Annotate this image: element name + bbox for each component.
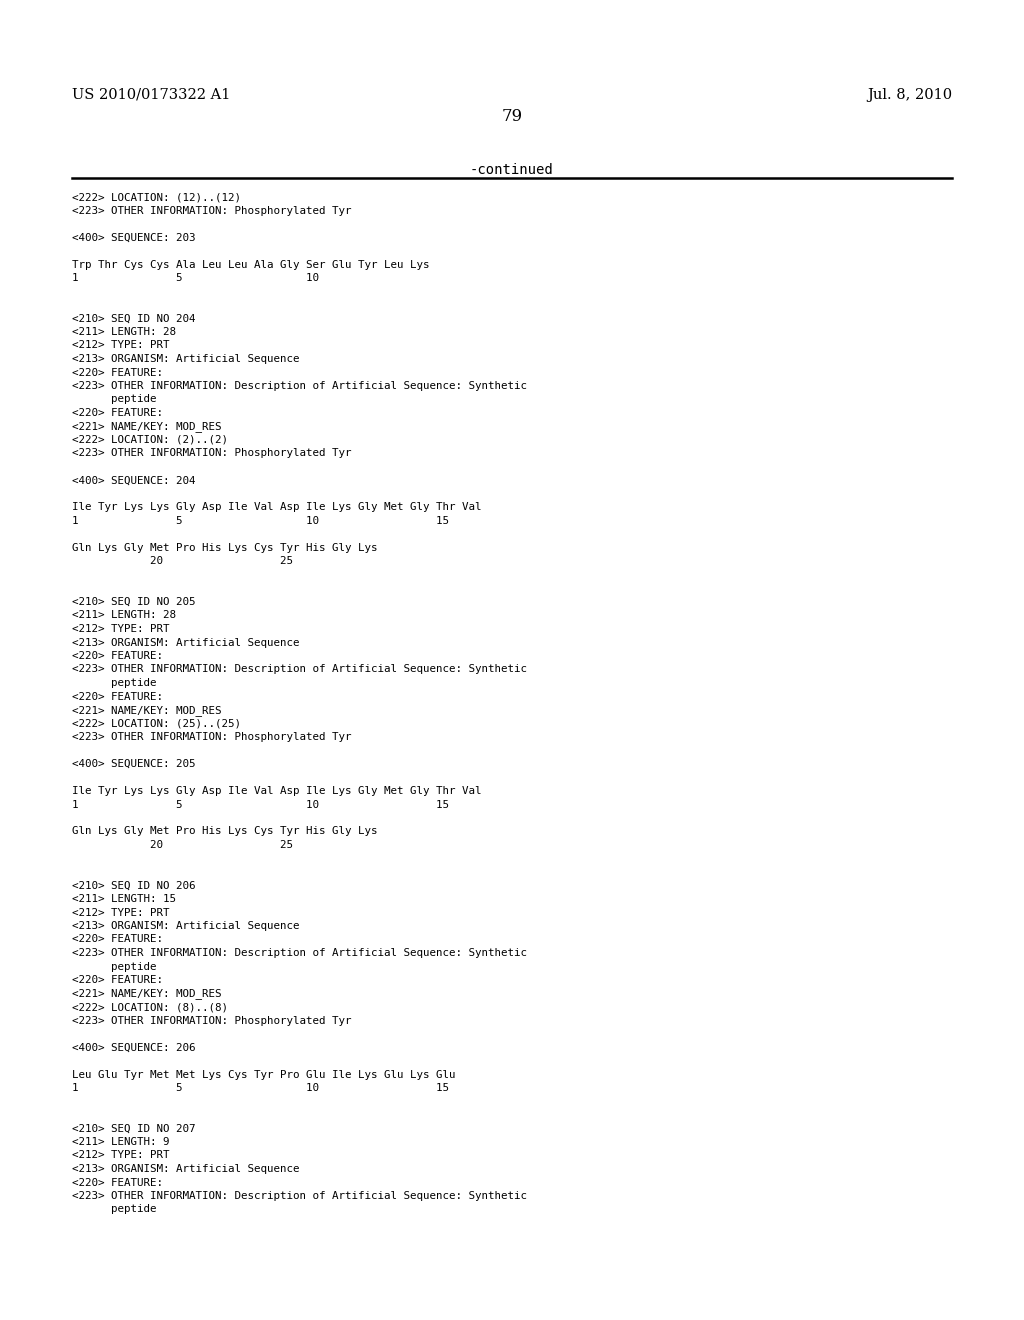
Text: <220> FEATURE:: <220> FEATURE: [72,975,163,985]
Text: <400> SEQUENCE: 203: <400> SEQUENCE: 203 [72,232,196,243]
Text: <400> SEQUENCE: 205: <400> SEQUENCE: 205 [72,759,196,770]
Text: 1               5                   10: 1 5 10 [72,273,319,282]
Text: <222> LOCATION: (8)..(8): <222> LOCATION: (8)..(8) [72,1002,228,1012]
Text: <220> FEATURE:: <220> FEATURE: [72,692,163,701]
Text: <210> SEQ ID NO 207: <210> SEQ ID NO 207 [72,1123,196,1134]
Text: <212> TYPE: PRT: <212> TYPE: PRT [72,624,170,634]
Text: <223> OTHER INFORMATION: Description of Artificial Sequence: Synthetic: <223> OTHER INFORMATION: Description of … [72,381,527,391]
Text: <223> OTHER INFORMATION: Phosphorylated Tyr: <223> OTHER INFORMATION: Phosphorylated … [72,1015,351,1026]
Text: <223> OTHER INFORMATION: Phosphorylated Tyr: <223> OTHER INFORMATION: Phosphorylated … [72,733,351,742]
Text: Ile Tyr Lys Lys Gly Asp Ile Val Asp Ile Lys Gly Met Gly Thr Val: Ile Tyr Lys Lys Gly Asp Ile Val Asp Ile … [72,503,481,512]
Text: Jul. 8, 2010: Jul. 8, 2010 [867,88,952,102]
Text: <210> SEQ ID NO 205: <210> SEQ ID NO 205 [72,597,196,607]
Text: 1               5                   10                  15: 1 5 10 15 [72,800,449,809]
Text: <212> TYPE: PRT: <212> TYPE: PRT [72,908,170,917]
Text: US 2010/0173322 A1: US 2010/0173322 A1 [72,88,230,102]
Text: <220> FEATURE:: <220> FEATURE: [72,408,163,418]
Text: <400> SEQUENCE: 206: <400> SEQUENCE: 206 [72,1043,196,1052]
Text: 20                  25: 20 25 [72,557,293,566]
Text: <222> LOCATION: (2)..(2): <222> LOCATION: (2)..(2) [72,436,228,445]
Text: <223> OTHER INFORMATION: Description of Artificial Sequence: Synthetic: <223> OTHER INFORMATION: Description of … [72,1191,527,1201]
Text: <221> NAME/KEY: MOD_RES: <221> NAME/KEY: MOD_RES [72,989,221,999]
Text: peptide: peptide [72,1204,157,1214]
Text: 1               5                   10                  15: 1 5 10 15 [72,1082,449,1093]
Text: <211> LENGTH: 15: <211> LENGTH: 15 [72,894,176,904]
Text: <220> FEATURE:: <220> FEATURE: [72,1177,163,1188]
Text: <223> OTHER INFORMATION: Phosphorylated Tyr: <223> OTHER INFORMATION: Phosphorylated … [72,206,351,215]
Text: <211> LENGTH: 9: <211> LENGTH: 9 [72,1137,170,1147]
Text: <211> LENGTH: 28: <211> LENGTH: 28 [72,327,176,337]
Text: <221> NAME/KEY: MOD_RES: <221> NAME/KEY: MOD_RES [72,421,221,433]
Text: <400> SEQUENCE: 204: <400> SEQUENCE: 204 [72,475,196,486]
Text: <213> ORGANISM: Artificial Sequence: <213> ORGANISM: Artificial Sequence [72,354,299,364]
Text: <211> LENGTH: 28: <211> LENGTH: 28 [72,610,176,620]
Text: <223> OTHER INFORMATION: Description of Artificial Sequence: Synthetic: <223> OTHER INFORMATION: Description of … [72,948,527,958]
Text: Gln Lys Gly Met Pro His Lys Cys Tyr His Gly Lys: Gln Lys Gly Met Pro His Lys Cys Tyr His … [72,543,378,553]
Text: <212> TYPE: PRT: <212> TYPE: PRT [72,341,170,351]
Text: Leu Glu Tyr Met Met Lys Cys Tyr Pro Glu Ile Lys Glu Lys Glu: Leu Glu Tyr Met Met Lys Cys Tyr Pro Glu … [72,1069,456,1080]
Text: peptide: peptide [72,395,157,404]
Text: 1               5                   10                  15: 1 5 10 15 [72,516,449,525]
Text: <220> FEATURE:: <220> FEATURE: [72,651,163,661]
Text: <222> LOCATION: (12)..(12): <222> LOCATION: (12)..(12) [72,191,241,202]
Text: <213> ORGANISM: Artificial Sequence: <213> ORGANISM: Artificial Sequence [72,638,299,648]
Text: <212> TYPE: PRT: <212> TYPE: PRT [72,1151,170,1160]
Text: <213> ORGANISM: Artificial Sequence: <213> ORGANISM: Artificial Sequence [72,1164,299,1173]
Text: Trp Thr Cys Cys Ala Leu Leu Ala Gly Ser Glu Tyr Leu Lys: Trp Thr Cys Cys Ala Leu Leu Ala Gly Ser … [72,260,429,269]
Text: peptide: peptide [72,678,157,688]
Text: <223> OTHER INFORMATION: Phosphorylated Tyr: <223> OTHER INFORMATION: Phosphorylated … [72,449,351,458]
Text: Gln Lys Gly Met Pro His Lys Cys Tyr His Gly Lys: Gln Lys Gly Met Pro His Lys Cys Tyr His … [72,826,378,837]
Text: 20                  25: 20 25 [72,840,293,850]
Text: -continued: -continued [470,162,554,177]
Text: <222> LOCATION: (25)..(25): <222> LOCATION: (25)..(25) [72,718,241,729]
Text: <221> NAME/KEY: MOD_RES: <221> NAME/KEY: MOD_RES [72,705,221,715]
Text: peptide: peptide [72,961,157,972]
Text: <220> FEATURE:: <220> FEATURE: [72,367,163,378]
Text: <223> OTHER INFORMATION: Description of Artificial Sequence: Synthetic: <223> OTHER INFORMATION: Description of … [72,664,527,675]
Text: <213> ORGANISM: Artificial Sequence: <213> ORGANISM: Artificial Sequence [72,921,299,931]
Text: Ile Tyr Lys Lys Gly Asp Ile Val Asp Ile Lys Gly Met Gly Thr Val: Ile Tyr Lys Lys Gly Asp Ile Val Asp Ile … [72,785,481,796]
Text: <210> SEQ ID NO 204: <210> SEQ ID NO 204 [72,314,196,323]
Text: 79: 79 [502,108,522,125]
Text: <210> SEQ ID NO 206: <210> SEQ ID NO 206 [72,880,196,891]
Text: <220> FEATURE:: <220> FEATURE: [72,935,163,945]
